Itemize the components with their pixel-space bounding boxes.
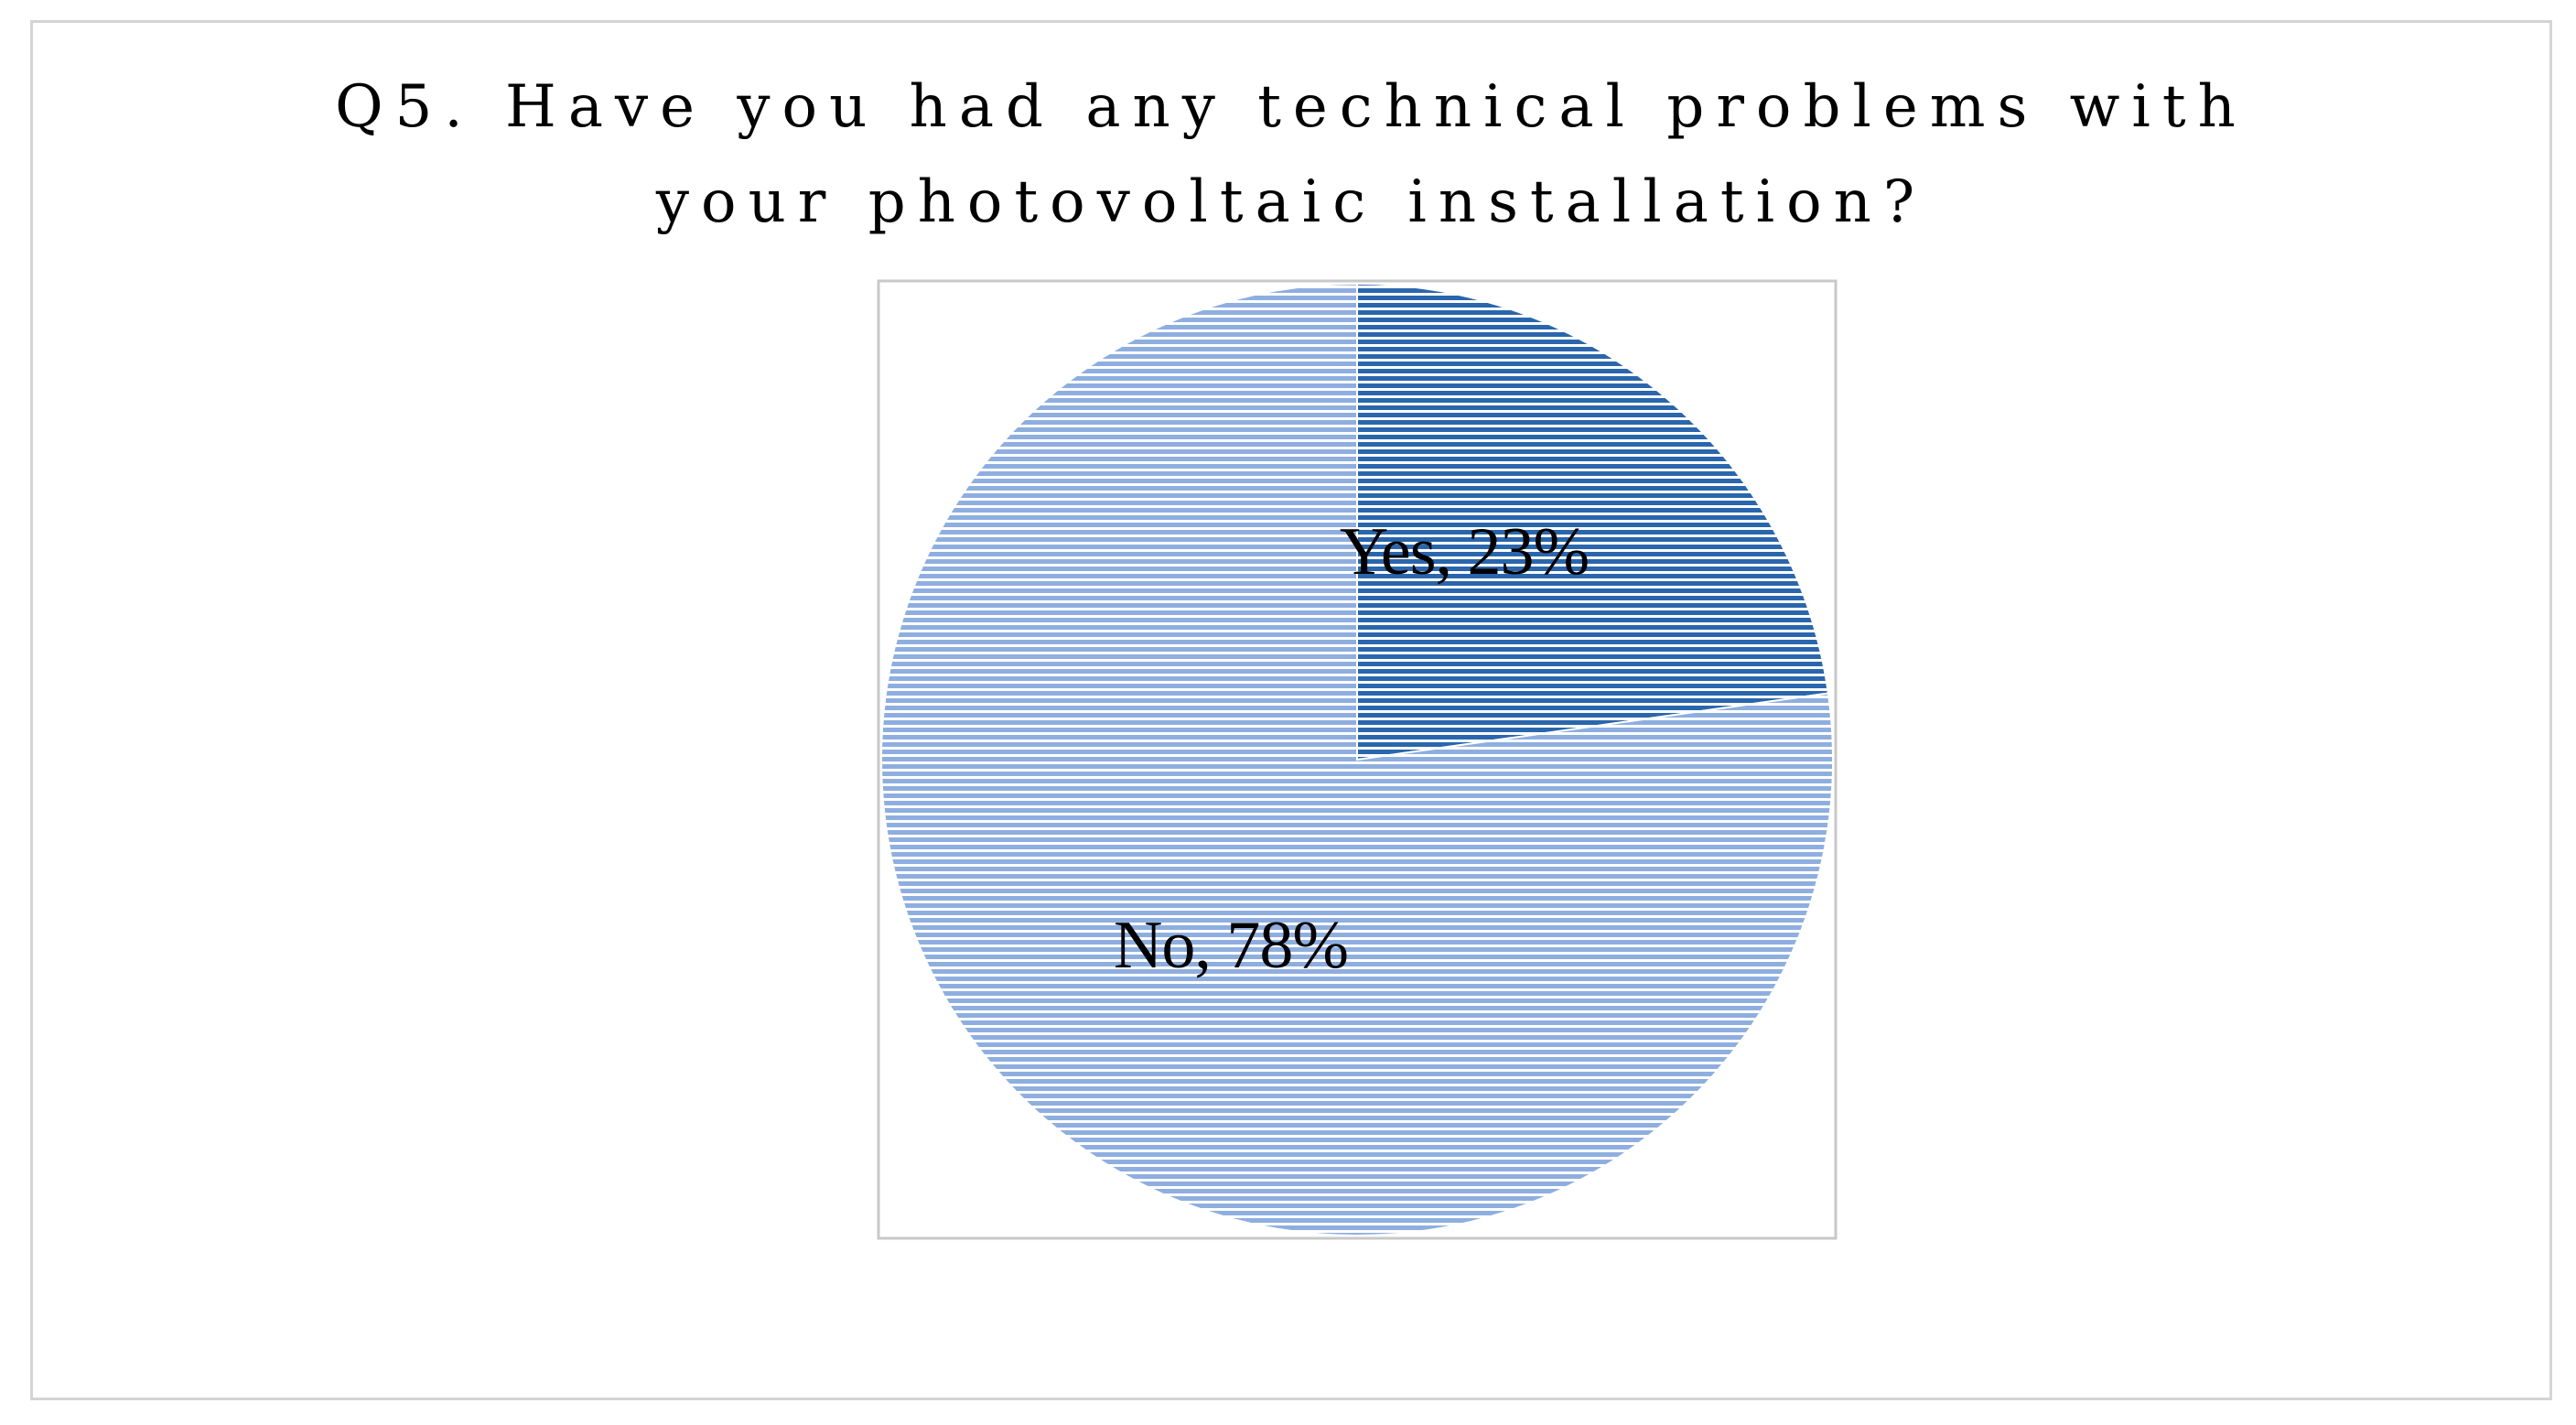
pie-labels: Yes, 23% No, 78% (1114, 514, 1590, 983)
pie-plot-area: Yes, 23% No, 78% (877, 279, 1838, 1240)
pie-slice-yes (1356, 282, 1830, 761)
pie-slice-no (879, 282, 1834, 1236)
chart-title-line-2: your photovoltaic installation? (655, 168, 1927, 236)
chart-title: Q5. Have you had any technical problems … (33, 59, 2549, 250)
pie-chart: Yes, 23% No, 78% (877, 279, 1838, 1240)
plot-border (877, 279, 1838, 1240)
pie-label-yes: Yes, 23% (1340, 514, 1589, 589)
pie-label-no: No, 78% (1114, 908, 1348, 983)
pie-slices (879, 282, 1834, 1236)
chart-title-line-1: Q5. Have you had any technical problems … (335, 73, 2247, 141)
